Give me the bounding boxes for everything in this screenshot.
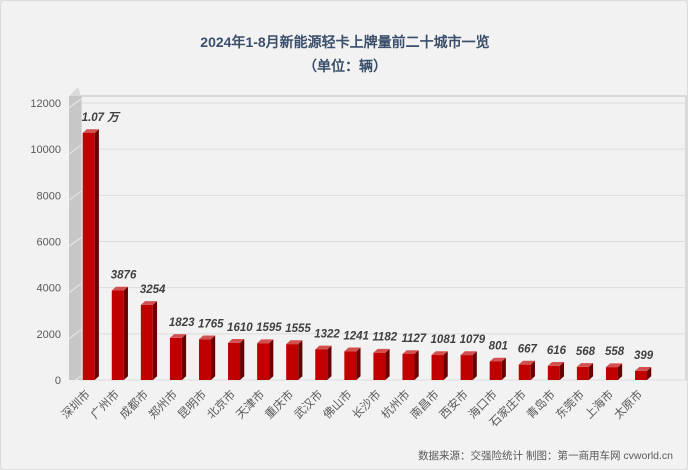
svg-text:青岛市: 青岛市 — [524, 387, 558, 421]
svg-text:杭州市: 杭州市 — [378, 387, 412, 421]
svg-text:3876: 3876 — [111, 270, 137, 282]
svg-text:1.07 万: 1.07 万 — [82, 111, 122, 124]
svg-text:天津市: 天津市 — [233, 387, 267, 421]
svg-text:399: 399 — [634, 350, 654, 362]
svg-text:8000: 8000 — [37, 190, 61, 202]
svg-text:西安市: 西安市 — [436, 387, 470, 421]
svg-text:3254: 3254 — [140, 284, 166, 296]
svg-text:武汉市: 武汉市 — [291, 387, 325, 421]
svg-text:0: 0 — [55, 375, 61, 387]
svg-text:12000: 12000 — [30, 98, 61, 110]
svg-text:北京市: 北京市 — [204, 387, 238, 421]
svg-text:568: 568 — [576, 346, 596, 358]
svg-text:深圳市: 深圳市 — [59, 387, 93, 421]
svg-text:1182: 1182 — [372, 332, 397, 344]
svg-text:4000: 4000 — [37, 283, 61, 295]
svg-text:东莞市: 东莞市 — [553, 387, 587, 421]
svg-text:1127: 1127 — [401, 333, 426, 345]
svg-text:1595: 1595 — [256, 322, 282, 334]
svg-text:801: 801 — [489, 341, 508, 353]
svg-text:616: 616 — [547, 345, 567, 357]
svg-text:1079: 1079 — [460, 334, 486, 346]
svg-text:1765: 1765 — [198, 318, 224, 330]
svg-text:成都市: 成都市 — [117, 387, 151, 421]
svg-text:太原市: 太原市 — [611, 387, 645, 421]
svg-text:667: 667 — [518, 344, 538, 356]
svg-text:广州市: 广州市 — [88, 387, 122, 421]
svg-text:1610: 1610 — [227, 322, 253, 334]
svg-text:1555: 1555 — [285, 323, 311, 335]
svg-text:1823: 1823 — [169, 317, 195, 329]
svg-text:1081: 1081 — [431, 334, 457, 346]
svg-text:昆明市: 昆明市 — [175, 387, 209, 421]
svg-text:郑州市: 郑州市 — [146, 387, 180, 421]
svg-text:1322: 1322 — [314, 328, 340, 340]
svg-text:1241: 1241 — [343, 330, 369, 342]
svg-text:南昌市: 南昌市 — [407, 387, 441, 421]
svg-text:重庆市: 重庆市 — [262, 387, 296, 421]
svg-text:长沙市: 长沙市 — [349, 387, 383, 421]
svg-text:佛山市: 佛山市 — [320, 387, 354, 421]
svg-text:上海市: 上海市 — [582, 387, 616, 421]
svg-text:6000: 6000 — [37, 237, 61, 249]
svg-text:2000: 2000 — [37, 329, 61, 341]
svg-text:10000: 10000 — [30, 144, 61, 156]
svg-text:558: 558 — [605, 346, 625, 358]
